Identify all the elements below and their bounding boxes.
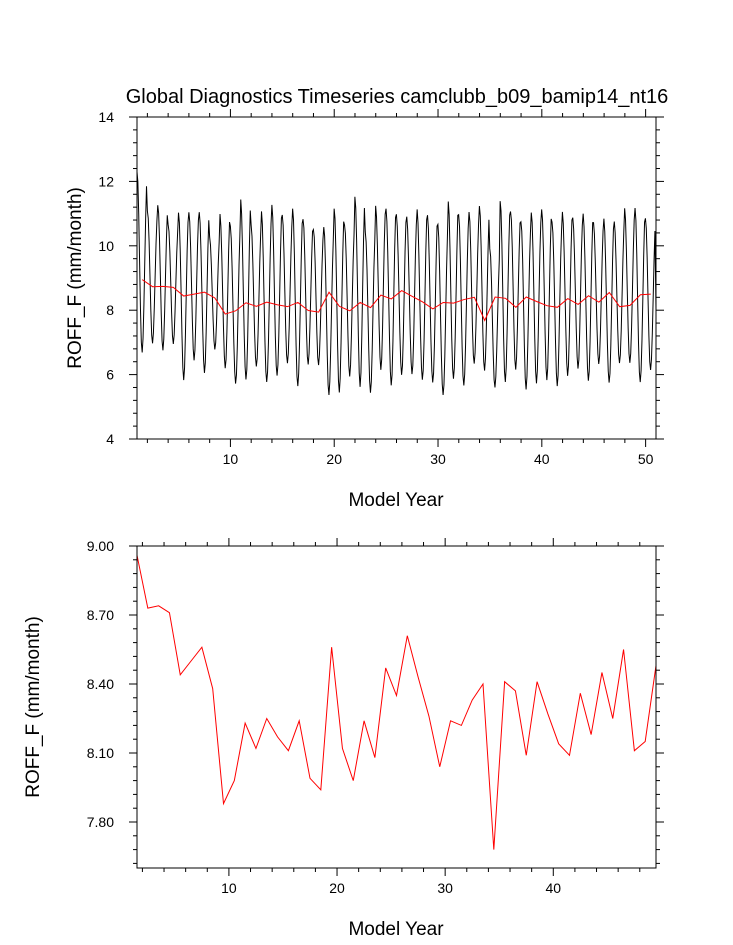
plot-frame-bottom [136,545,657,869]
ticks-top: 10 20 30 40 50 4 6 8 10 12 14 [98,109,664,467]
series-line-top-1 [141,279,651,322]
x-tick-label: 30 [437,880,453,896]
plot-area-top: 10 20 30 40 50 4 6 8 10 12 14 [98,109,664,467]
y-tick-label: 6 [106,367,114,383]
y-tick-label: 10 [98,238,114,254]
x-tick-label: 30 [430,451,446,467]
x-axis-label-bottom: Model Year [348,919,444,940]
series-line-top-0 [136,171,657,395]
y-tick-label: 8.40 [87,676,114,692]
plot-area-bottom: 10 20 30 40 7.80 8.10 8.40 8.70 9.00 [87,538,664,896]
y-axis-label-top: ROFF_F (mm/month) [65,187,86,369]
top-panel: Global Diagnostics Timeseries camclubb_b… [65,86,668,511]
y-tick-label: 8.10 [87,745,114,761]
bottom-panel: 10 20 30 407.808.108.408.709.00 Model Year … [23,538,664,940]
x-tick-label: 20 [329,880,345,896]
y-tick-label: 9.00 [87,538,114,554]
x-axis-label-top: Model Year [348,490,444,511]
y-tick-label: 12 [98,173,114,189]
y-tick-label: 14 [98,109,114,125]
x-tick-label: 10 [223,451,239,467]
x-tick-label: 40 [545,880,561,896]
chart-title: Global Diagnostics Timeseries camclubb_b… [126,86,669,108]
x-tick-label: 50 [638,451,654,467]
series-group-top [136,171,657,395]
y-tick-label: 4 [106,431,114,447]
x-tick-label: 10 [221,880,237,896]
series-line-bottom-0 [136,555,657,850]
y-tick-label: 8 [106,302,114,318]
y-axis-label-bottom: ROFF_F (mm/month) [23,616,44,798]
y-tick-label: 8.70 [87,607,114,623]
series-group-bottom [136,555,657,850]
plot-frame-top [136,116,657,440]
x-tick-label: 20 [326,451,342,467]
x-tick-label: 40 [534,451,550,467]
ticks-bottom: 10 20 30 40 7.80 8.10 8.40 8.70 9.00 [87,538,664,896]
y-tick-label: 7.80 [87,814,114,830]
